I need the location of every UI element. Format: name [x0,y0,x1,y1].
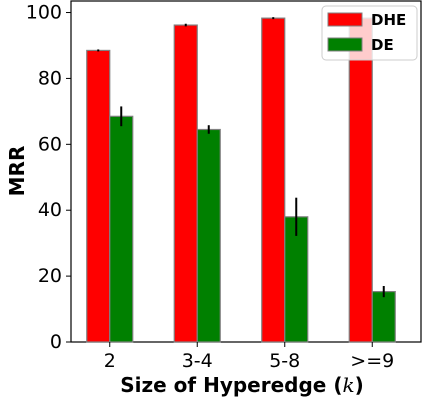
bar-dhe-2 [261,17,286,343]
bar-de-1 [196,128,221,343]
x-axis-label: Size of Hyperedge (k) [120,373,363,397]
bar-dhe-0 [86,49,111,343]
legend-label-dhe: DHE [371,11,406,29]
plot-area: 0 20 40 60 80 100 2 3-4 5-8 >=9 [26,0,422,372]
y-tick-label-0: 0 [50,331,62,353]
y-tick-label-1: 20 [38,265,62,287]
x-tick-label-1: 3-4 [182,350,213,372]
bar-de-3 [371,290,396,343]
x-axis-label-variable: k [342,373,354,397]
x-axis-label-suffix: ) [355,373,364,397]
y-tick-label-2: 40 [38,199,62,221]
y-tick-label-5: 100 [26,2,62,24]
legend-swatch-de [327,37,363,52]
y-axis-label: MRR [5,146,29,197]
x-axis-label-prefix: Size of Hyperedge ( [120,373,342,397]
legend: DHE DE [321,5,418,61]
x-tick-label-2: 5-8 [269,350,300,372]
y-tick-label-3: 60 [38,133,62,155]
bar-dhe-1 [173,24,198,343]
legend-label-de: DE [371,36,394,54]
x-tick-label-3: >=9 [350,350,394,372]
bar-dhe-3 [348,17,373,343]
axes-frame [70,0,422,343]
bar-de-0 [109,115,134,343]
bars-group [86,17,396,343]
x-tick-label-0: 2 [104,350,116,372]
legend-swatch-dhe [327,12,363,27]
x-ticks-group: 2 3-4 5-8 >=9 [104,342,394,372]
y-ticks-group: 0 20 40 60 80 100 [26,2,71,353]
y-tick-label-4: 80 [38,67,62,89]
